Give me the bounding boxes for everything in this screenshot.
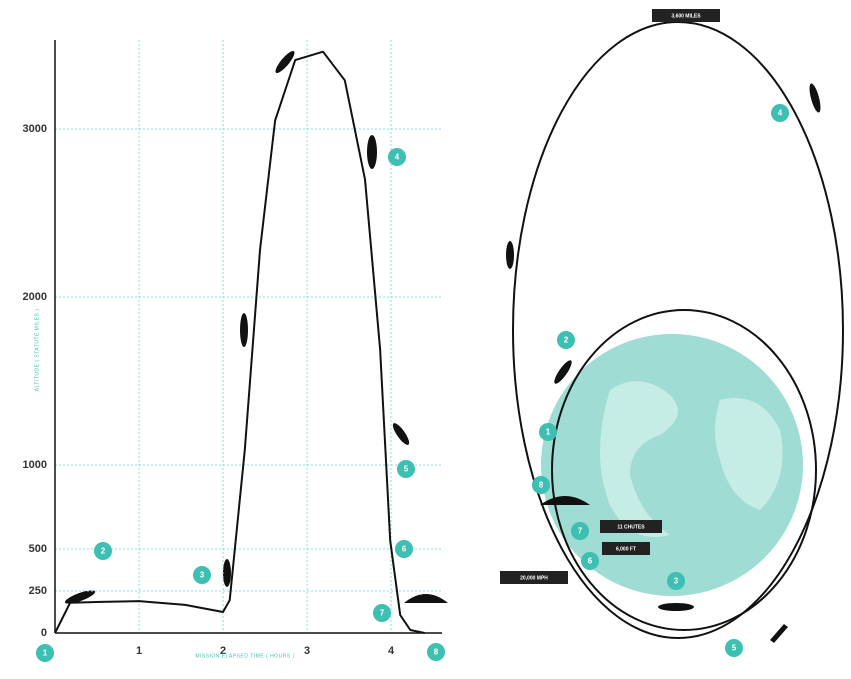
rocket-icon: [367, 135, 377, 169]
y-tick-label: 0: [41, 627, 47, 639]
step-number: 8: [539, 481, 544, 490]
step-number: 1: [546, 428, 551, 437]
step-marker: [667, 572, 685, 590]
x-tick-label: 3: [304, 645, 310, 657]
label-box: [600, 520, 662, 533]
landmass: [600, 381, 678, 537]
step-marker: [193, 566, 211, 584]
chart-icons: [64, 50, 448, 604]
y-tick-label: 3000: [23, 123, 47, 135]
step-marker: [571, 522, 589, 540]
orbit-inner: [551, 309, 817, 631]
orbit-label: 20,000 MPH: [520, 575, 548, 581]
step-number: 5: [404, 465, 409, 474]
step-number: 8: [434, 648, 439, 657]
y-tick-label: 1000: [23, 459, 47, 471]
step-number: 1: [43, 649, 48, 658]
x-tick-label: 2: [220, 645, 226, 657]
orbit-label: 11 CHUTES: [617, 524, 645, 530]
y-axis-label: ALTITUDE ( STATUTE MILES ): [34, 309, 40, 392]
rocket-icon: [506, 241, 514, 269]
step-number: 7: [578, 527, 583, 536]
rocket-icon: [223, 559, 231, 587]
parachute-icon: [404, 594, 448, 603]
orbit-diagram: [506, 21, 844, 643]
step-number: 3: [200, 571, 205, 580]
x-axis-label: MISSION ELAPSED TIME ( HOURS ): [195, 653, 294, 659]
x-tick-label: 4: [388, 645, 395, 657]
y-tick-label: 500: [29, 543, 47, 555]
rocket-icon: [770, 624, 788, 643]
step-number: 4: [395, 153, 400, 162]
label-box: [652, 9, 720, 22]
step-marker: [94, 542, 112, 560]
step-marker: [397, 460, 415, 478]
parachute-icon: [540, 496, 590, 505]
step-marker: [771, 104, 789, 122]
step-marker: [395, 540, 413, 558]
rocket-icon: [240, 313, 248, 347]
step-marker: [557, 331, 575, 349]
step-number: 5: [732, 644, 737, 653]
step-number: 6: [588, 557, 593, 566]
step-marker: [388, 148, 406, 166]
y-tick-label: 2000: [23, 291, 47, 303]
step-marker: [532, 476, 550, 494]
step-marker: [581, 552, 599, 570]
step-number: 6: [402, 545, 407, 554]
step-marker: [427, 643, 445, 661]
label-box: [500, 571, 568, 584]
step-number: 2: [101, 547, 106, 556]
rocket-icon: [392, 423, 410, 445]
step-number: 2: [564, 336, 569, 345]
landmass: [715, 398, 783, 510]
step-marker: [373, 604, 391, 622]
step-marker: [725, 639, 743, 657]
y-tick-label: 250: [29, 585, 47, 597]
rocket-icon: [64, 590, 96, 604]
orbit-label: 3,600 MILES: [671, 13, 701, 19]
step-number: 7: [380, 609, 385, 618]
rocket-icon: [554, 360, 572, 384]
step-number: 3: [674, 577, 679, 586]
label-box: [602, 542, 650, 555]
rocket-icon: [809, 83, 821, 113]
step-marker: [539, 423, 557, 441]
step-marker: [36, 644, 54, 662]
altitude-line: [54, 50, 425, 634]
step-number: 4: [778, 109, 783, 118]
line-chart: 0 250 500 1000 2000 3000 1 2 3 4 ALTITUDE ( STATUT…: [23, 40, 442, 659]
capsule-icon: [658, 603, 694, 611]
x-tick-label: 1: [136, 645, 142, 657]
orbit-label: 6,000 FT: [616, 546, 636, 552]
rocket-icon: [275, 50, 295, 74]
